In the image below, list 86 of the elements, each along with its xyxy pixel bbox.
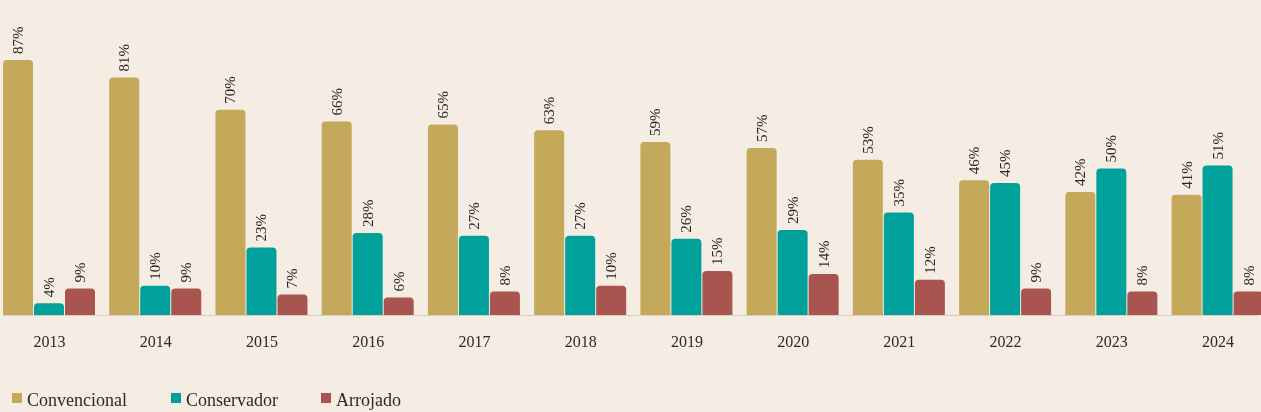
data-label: 87% [10, 26, 26, 54]
bar [140, 285, 171, 315]
data-label: 41% [1178, 161, 1195, 189]
bar [852, 159, 883, 315]
bar [914, 279, 945, 315]
bar [352, 232, 383, 315]
data-label: 15% [709, 237, 726, 266]
data-label: 4% [41, 277, 57, 298]
x-tick-label: 2024 [1202, 333, 1235, 350]
x-tick-label: 2017 [458, 333, 491, 350]
bar [1127, 291, 1158, 315]
x-tick-label: 2021 [883, 333, 916, 350]
bar [746, 147, 777, 315]
bar [671, 238, 702, 315]
legend-label: Convencional [27, 390, 127, 410]
legend-label: Conservador [186, 390, 278, 410]
bar [534, 130, 565, 315]
x-tick-label: 2023 [1095, 333, 1128, 350]
data-label: 27% [465, 202, 482, 230]
bar [65, 288, 95, 315]
bar [171, 288, 202, 315]
bar [3, 60, 33, 315]
bar [458, 235, 489, 315]
x-tick-label: 2015 [245, 333, 278, 350]
data-label: 46% [966, 146, 983, 175]
bar [1171, 194, 1202, 315]
data-label: 66% [328, 88, 345, 116]
x-tick-label: 2020 [777, 333, 810, 350]
bar [959, 180, 990, 315]
x-tick-label: 2016 [352, 333, 385, 350]
data-label: 63% [541, 96, 558, 125]
bar [109, 77, 140, 315]
bar [640, 142, 671, 315]
bar [321, 121, 352, 315]
x-tick-label: 2018 [564, 333, 597, 350]
data-label: 27% [572, 202, 589, 230]
data-label: 28% [359, 199, 376, 227]
data-label: 65% [434, 90, 451, 119]
data-label: 45% [997, 149, 1014, 178]
data-label: 29% [784, 196, 801, 224]
bar [246, 247, 277, 315]
data-label: 23% [253, 214, 270, 242]
bar [215, 109, 246, 315]
data-label: 9% [178, 262, 195, 283]
data-label: 9% [72, 262, 88, 283]
bar [34, 303, 64, 315]
data-label: 35% [890, 178, 907, 207]
bar [1096, 168, 1127, 315]
bar [383, 297, 414, 315]
bar [489, 291, 520, 315]
data-label: 10% [603, 252, 620, 280]
data-label: 9% [1028, 262, 1045, 283]
bar [702, 271, 733, 315]
data-label: 53% [859, 126, 876, 154]
data-label: 8% [1240, 265, 1257, 286]
bar [1065, 191, 1096, 315]
data-label: 8% [496, 265, 513, 286]
data-label: 10% [147, 252, 164, 280]
bar [1021, 288, 1052, 315]
data-label: 57% [753, 114, 770, 142]
data-label: 26% [678, 205, 695, 233]
x-tick-label: 2019 [670, 333, 703, 350]
x-tick-label: 2014 [139, 333, 172, 350]
data-label: 59% [647, 108, 664, 137]
data-label: 8% [1134, 265, 1151, 286]
x-tick-label: 2013 [33, 333, 66, 350]
data-label: 50% [1103, 134, 1120, 163]
data-label: 14% [815, 240, 832, 268]
bar [883, 212, 914, 315]
data-label: 7% [284, 268, 301, 289]
bar [777, 230, 808, 315]
bar [277, 294, 308, 315]
bar [565, 235, 596, 315]
bar [596, 285, 627, 315]
data-label: 6% [390, 271, 407, 292]
data-label: 12% [921, 246, 938, 274]
bar [1202, 165, 1233, 315]
bar [990, 183, 1021, 315]
data-label: 81% [116, 44, 133, 72]
legend-label: Arrojado [336, 390, 401, 410]
data-label: 70% [222, 76, 239, 104]
bar [808, 273, 839, 315]
data-label: 51% [1209, 132, 1226, 160]
bar [427, 124, 458, 315]
data-label: 42% [1072, 158, 1089, 186]
x-tick-label: 2022 [989, 333, 1022, 350]
